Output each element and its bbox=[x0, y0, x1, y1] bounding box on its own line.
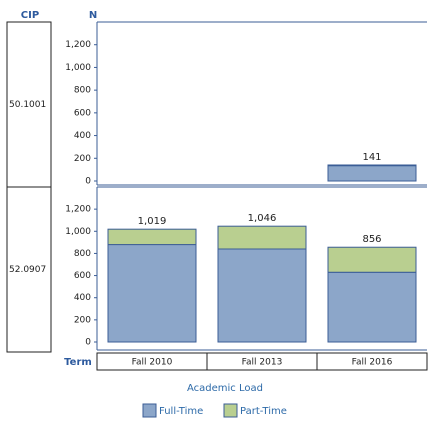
y-tick-label: 1,000 bbox=[65, 227, 91, 237]
x-tick-label: Fall 2010 bbox=[132, 358, 173, 368]
total-label: 141 bbox=[362, 152, 381, 163]
legend-label: Full-Time bbox=[159, 406, 203, 417]
y-tick-label: 400 bbox=[74, 293, 91, 303]
y-label: N bbox=[89, 10, 97, 21]
bar-segment bbox=[327, 246, 417, 273]
y-tick-label: 0 bbox=[85, 177, 91, 187]
y-tick-label: 600 bbox=[74, 108, 91, 118]
bar-segment bbox=[327, 164, 417, 167]
y-tick-label: 200 bbox=[74, 154, 91, 164]
y-tick-label: 0 bbox=[85, 338, 91, 348]
y-tick-label: 800 bbox=[74, 249, 91, 259]
x-tick-label: Fall 2013 bbox=[242, 358, 283, 368]
y-tick-label: 1,200 bbox=[65, 205, 91, 215]
row-label: 50.1001 bbox=[9, 100, 46, 110]
legend-swatch bbox=[223, 403, 238, 418]
y-tick-label: 800 bbox=[74, 86, 91, 96]
total-label: 1,046 bbox=[248, 213, 277, 224]
row-header-cell bbox=[6, 186, 52, 353]
x-tick-label: Fall 2016 bbox=[352, 358, 393, 368]
bar-segment bbox=[327, 271, 417, 343]
legend-label: Part-Time bbox=[240, 406, 287, 417]
total-label: 856 bbox=[362, 234, 381, 245]
legend-swatch bbox=[142, 403, 157, 418]
bar-segment bbox=[217, 225, 307, 250]
y-tick-label: 600 bbox=[74, 271, 91, 281]
legend-title: Academic Load bbox=[187, 383, 263, 394]
y-tick-label: 1,000 bbox=[65, 63, 91, 73]
bar-segment bbox=[327, 165, 417, 182]
y-tick-label: 200 bbox=[74, 315, 91, 325]
y-tick-label: 400 bbox=[74, 131, 91, 141]
y-tick-label: 1,200 bbox=[65, 40, 91, 50]
bar-segment bbox=[107, 244, 197, 343]
bar-segment bbox=[107, 228, 197, 246]
total-label: 1,019 bbox=[138, 216, 167, 227]
term-cell bbox=[316, 352, 428, 371]
row-label: 52.0907 bbox=[9, 265, 46, 275]
x-label: Term bbox=[64, 357, 92, 368]
bar-segment bbox=[217, 248, 307, 343]
row-header: CIP bbox=[21, 10, 39, 21]
